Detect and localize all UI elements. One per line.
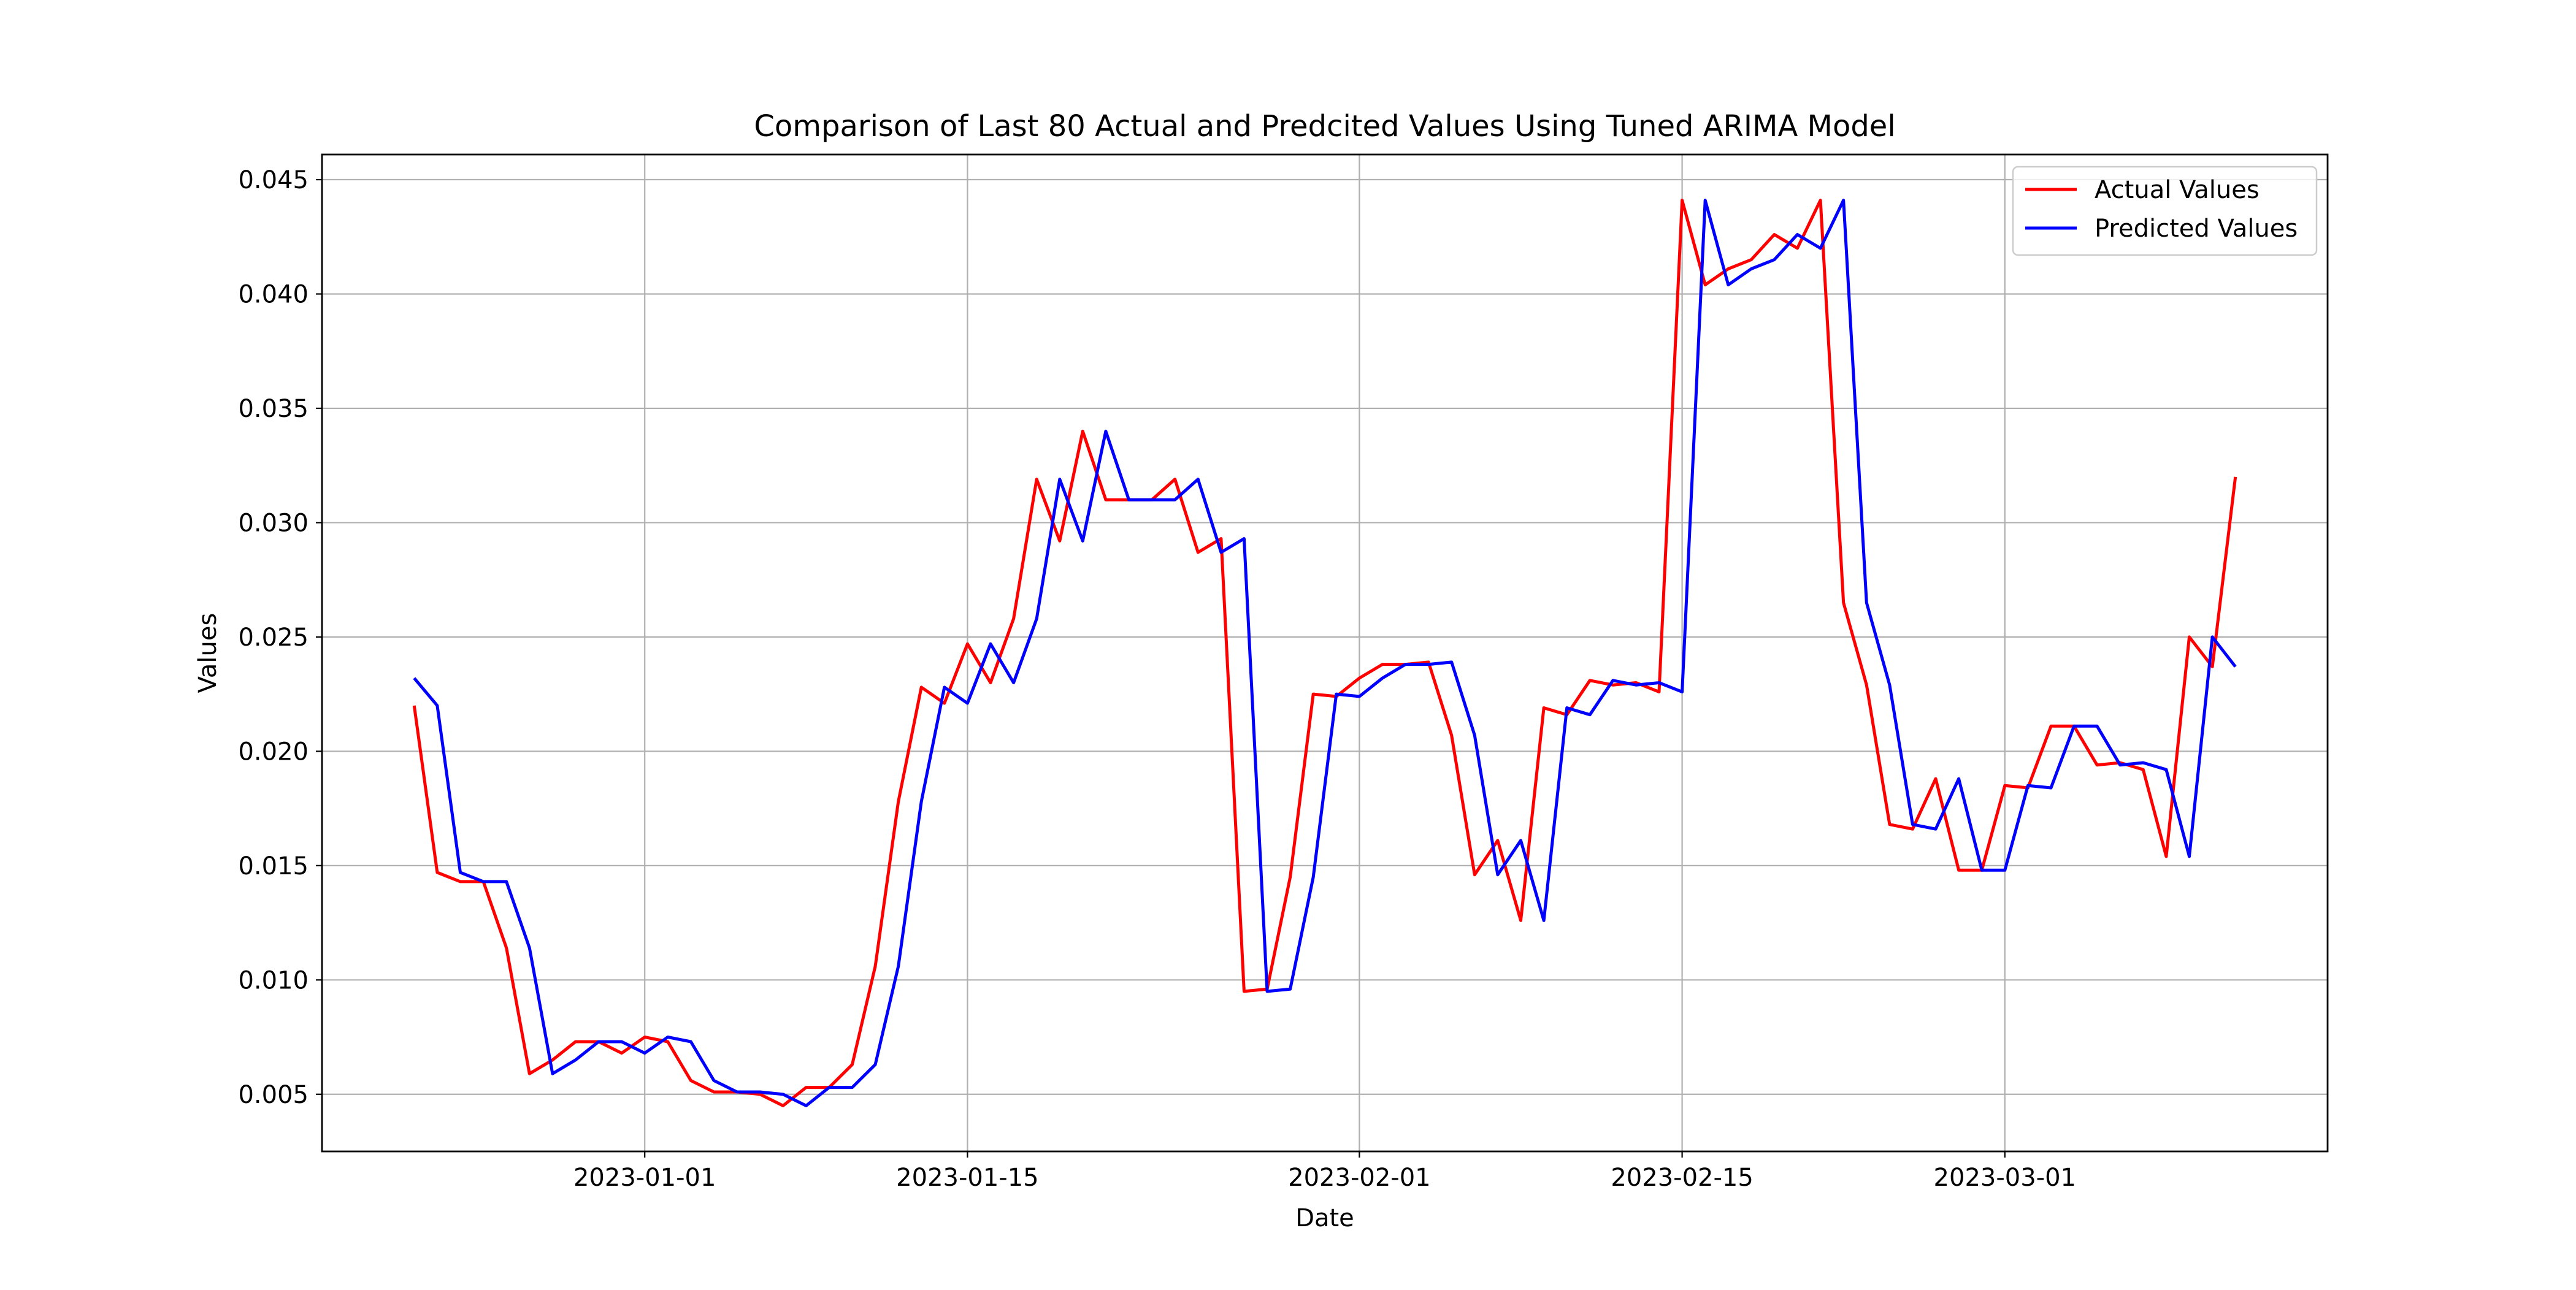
y-tick-label: 0.025 bbox=[238, 624, 309, 652]
y-tick-label: 0.020 bbox=[238, 738, 309, 766]
legend: Actual Values Predicted Values bbox=[2012, 166, 2318, 256]
x-tick-label: 2023-01-01 bbox=[573, 1164, 716, 1192]
x-tick-label: 2023-02-15 bbox=[1611, 1164, 1753, 1192]
chart-title: Comparison of Last 80 Actual and Predcit… bbox=[754, 109, 1895, 143]
y-tick-label: 0.010 bbox=[238, 966, 309, 994]
y-tick-label: 0.030 bbox=[238, 509, 309, 537]
plot-frame bbox=[321, 153, 2329, 1153]
x-tick-label: 2023-03-01 bbox=[1934, 1164, 2076, 1192]
x-tick-label: 2023-01-15 bbox=[896, 1164, 1038, 1192]
series-line-actual bbox=[412, 199, 2237, 1107]
x-axis-label: Date bbox=[1295, 1204, 1354, 1232]
series-line-predicted bbox=[413, 199, 2237, 1107]
x-axis: 2023-01-01 2023-01-15 2023-02-01 2023-02-15… bbox=[573, 1151, 2076, 1192]
legend-box bbox=[2012, 166, 2318, 256]
y-tick-label: 0.040 bbox=[238, 280, 309, 308]
legend-label-actual: Actual Values bbox=[2095, 176, 2260, 204]
y-axis-label: Values bbox=[194, 613, 222, 693]
grid-lines bbox=[322, 155, 2328, 1151]
y-tick-label: 0.035 bbox=[238, 395, 309, 423]
legend-label-predicted: Predicted Values bbox=[2095, 215, 2298, 243]
x-tick-label: 2023-02-01 bbox=[1288, 1164, 1430, 1192]
series-lines bbox=[412, 199, 2237, 1107]
y-tick-label: 0.005 bbox=[238, 1081, 309, 1109]
y-tick-label: 0.015 bbox=[238, 852, 309, 880]
y-axis: 0.005 0.010 0.015 0.020 0.025 0.030 0.035 0.040… bbox=[238, 166, 322, 1109]
y-tick-label: 0.045 bbox=[238, 166, 309, 194]
